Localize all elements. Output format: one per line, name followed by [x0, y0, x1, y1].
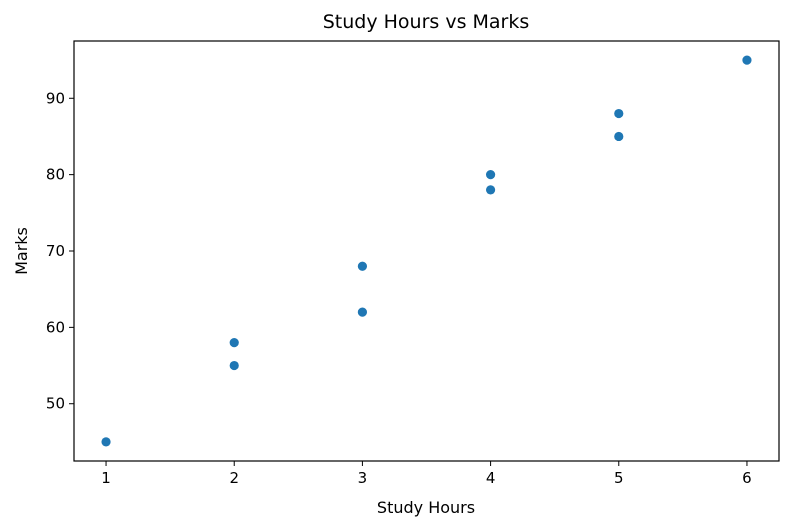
- data-point: [485, 170, 496, 180]
- chart-title: Study Hours vs Marks: [323, 11, 530, 33]
- data-point: [101, 437, 111, 447]
- data-point: [485, 185, 496, 195]
- data-point: [742, 55, 752, 65]
- x-tick-label: 5: [614, 469, 624, 487]
- x-axis-label: Study Hours: [377, 498, 475, 517]
- plot-frame: [73, 40, 780, 462]
- points-layer: [101, 55, 752, 447]
- data-point: [357, 261, 368, 271]
- data-point: [229, 338, 239, 348]
- x-tick-label: 1: [101, 469, 111, 487]
- x-tick-label: 6: [742, 469, 752, 487]
- y-axis-label: Marks: [12, 227, 31, 275]
- y-axis-ticks: 50 60 70 80 90: [46, 89, 74, 413]
- x-tick-label: 2: [229, 469, 239, 487]
- y-tick-label: 60: [46, 318, 65, 336]
- y-tick-label: 70: [46, 242, 65, 260]
- y-tick-label: 50: [46, 395, 65, 413]
- x-tick-label: 4: [486, 469, 496, 487]
- x-axis-ticks: 1 2 3 4 5 6: [101, 461, 752, 487]
- y-tick-label: 90: [46, 89, 65, 107]
- data-point: [614, 108, 624, 119]
- data-point: [614, 131, 624, 142]
- data-point: [229, 360, 239, 371]
- data-point: [357, 307, 368, 317]
- y-tick-label: 80: [46, 166, 65, 184]
- x-tick-label: 3: [358, 469, 368, 487]
